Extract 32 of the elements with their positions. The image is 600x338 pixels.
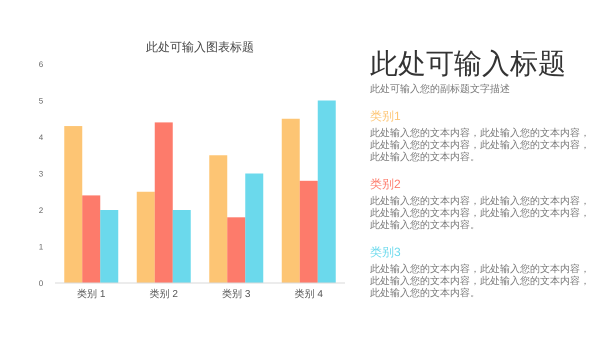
y-tick-label: 4 bbox=[38, 133, 44, 142]
text: 此处输入您的文本内容，此处输入您的文本内容，此处输入您的文本内容，此处输入您的文本内容，此处输入您的文本内容。 bbox=[370, 264, 591, 300]
y-tick-label: 1 bbox=[38, 242, 44, 252]
text: 类别2 bbox=[370, 176, 402, 193]
bar bbox=[209, 155, 228, 283]
text: 此处输入您的文本内容，此处输入您的文本内容，此处输入您的文本内容，此处输入您的文本内容，此处输入您的文本内容。 bbox=[370, 128, 591, 164]
x-tick-label: 类别 2 bbox=[150, 288, 178, 300]
y-tick-label: 6 bbox=[38, 60, 44, 69]
y-tick-label: 2 bbox=[38, 206, 44, 215]
bar bbox=[318, 100, 336, 283]
bar bbox=[282, 118, 300, 283]
text: 此处输入您的文本内容，此处输入您的文本内容，此处输入您的文本内容，此处输入您的文本内容，此处输入您的文本内容。 bbox=[370, 196, 591, 232]
x-tick-label: 类别 4 bbox=[294, 288, 324, 300]
bar bbox=[136, 192, 155, 283]
bar bbox=[82, 195, 100, 283]
bar bbox=[64, 126, 82, 283]
y-tick-label: 5 bbox=[38, 96, 44, 106]
bar bbox=[154, 122, 173, 283]
x-tick-label: 类别 3 bbox=[222, 288, 251, 300]
bar bbox=[100, 210, 118, 283]
text: 此处可输入标题 bbox=[370, 48, 567, 80]
y-tick-label: 3 bbox=[38, 170, 44, 178]
bar bbox=[227, 217, 246, 283]
text: 此处可输入您的副标题文字描述 bbox=[370, 82, 511, 96]
text: 类别1 bbox=[370, 108, 402, 125]
text: 类别3 bbox=[370, 244, 402, 261]
bar bbox=[300, 180, 318, 283]
x-tick-label: 类别 1 bbox=[77, 288, 106, 300]
bar bbox=[245, 174, 264, 283]
bar bbox=[172, 210, 191, 283]
chart-title: 此处可输入图表标题 bbox=[146, 40, 254, 54]
y-tick-label: 0 bbox=[38, 279, 44, 288]
